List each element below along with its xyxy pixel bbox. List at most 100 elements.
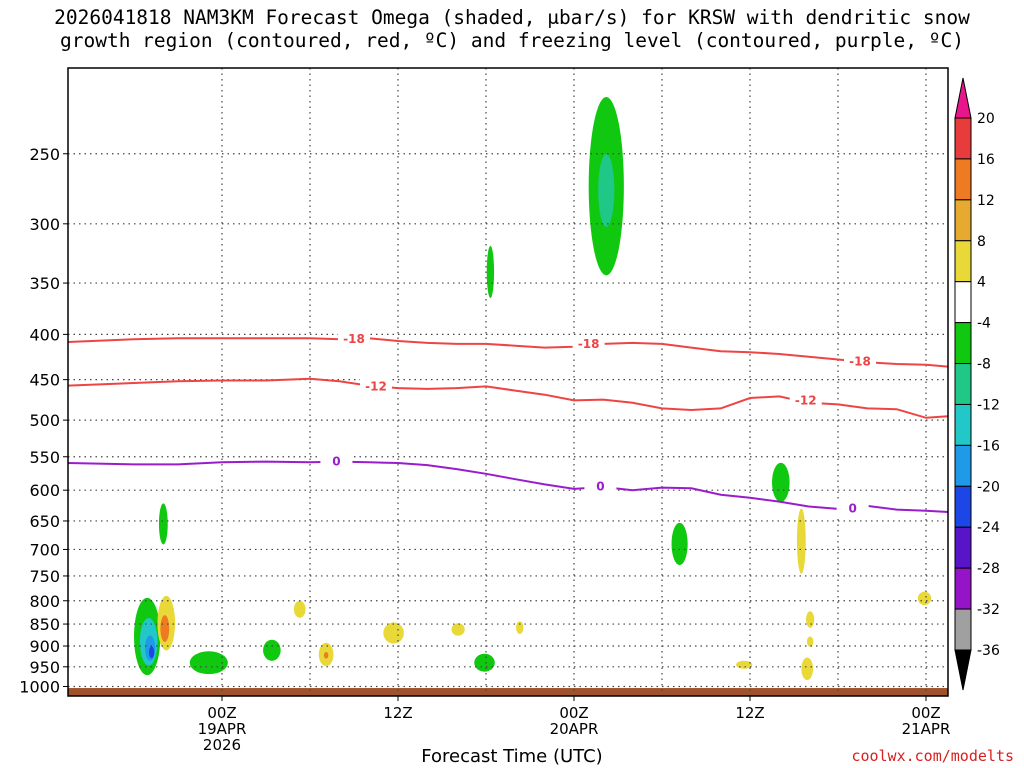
orange-low-early [160,615,170,642]
y-tick-label-850: 850 [29,615,60,634]
y-tick-label-950: 950 [29,658,60,677]
freezing-level-label-bg-1 [584,478,617,495]
colorbar-label-0: 20 [977,111,995,127]
green-cell-19z [671,522,688,566]
yellow-low-6 [383,622,404,644]
colorbar-swatch-10 [954,526,972,569]
t-minus-18-label-0: -18 [343,332,365,346]
x-tick-label-0-2: 2026 [203,736,241,754]
t-minus-12-label-bg-1 [789,392,822,409]
x-tick-label-36-0: 12Z [735,704,764,722]
y-tick-label-750: 750 [29,567,60,586]
t-minus-18-label-bg-0 [338,331,370,348]
y-tick-label-250: 250 [29,145,60,164]
colorbar-swatch-9 [954,485,972,528]
freezing-level-label-1: 0 [596,479,604,493]
yellow-low-11b [806,636,814,647]
colorbar-label-1: 16 [977,152,995,168]
freezing-level-line [67,460,949,513]
yellow-low-8 [516,621,524,634]
contour-layer: -18 -18 -18 -12 -12 0 0 0 [67,331,949,517]
colorbar-label-11: -28 [977,561,1000,577]
colorbar-label-13: -36 [977,643,1000,659]
t-minus-18-label-bg-1 [572,335,605,352]
credit-link[interactable]: coolwx.com/modelts [851,747,1014,765]
t-minus-12-line [67,377,949,419]
colorbar-label-8: -16 [977,438,1000,454]
terrain-layer [68,688,948,696]
yellow-low-4 [293,600,306,618]
yellow-low-11c [801,657,814,681]
colorbar-bottom-arrow [954,649,972,691]
freezing-level-label-bg-2 [836,500,869,517]
colorbar-swatch-4 [954,281,972,324]
terrain-band [68,688,948,696]
t-minus-18-label-1: -18 [578,337,600,351]
yellow-low-11a [806,611,815,628]
teal-upper-core [598,153,615,227]
y-tick-label-600: 600 [29,481,60,500]
y-tick-label-800: 800 [29,592,60,611]
colorbar-label-3: 8 [977,234,986,250]
colorbar-label-4: 4 [977,275,986,291]
omega-shading-layer [134,97,932,681]
t-minus-12-label-bg-0 [360,378,392,395]
colorbar-top-arrow [954,77,972,119]
navy-low-core [148,646,155,659]
freezing-level-label-bg-0 [320,453,353,470]
colorbar-swatch-3 [954,240,972,283]
colorbar-swatch-12 [954,608,972,651]
y-tick-label-550: 550 [29,448,60,467]
chart-title-line1: 2026041818 NAM3KM Forecast Omega (shaded… [54,6,970,29]
colorbar-label-9: -20 [977,479,1000,495]
colorbar: 20 16 12 8 4 -4 -8 -12 -16 -20 -24 -28 -32 -36 [954,77,1000,691]
colorbar-label-2: 12 [977,193,995,209]
y-tick-label-350: 350 [29,274,60,293]
green-cell-20z-mid [772,462,790,503]
x-axis-label: Forecast Time (UTC) [421,746,603,767]
green-cell-early [158,503,168,545]
yellow-low-7 [451,623,465,636]
colorbar-swatch-5 [954,322,972,365]
colorbar-swatch-11 [954,567,972,610]
x-tick-label-24-1: 20APR [550,720,599,738]
chart-title-line2: growth region (contoured, red, ºC) and f… [60,29,964,52]
y-tick-label-300: 300 [29,215,60,234]
colorbar-swatch-8 [954,444,972,487]
colorbar-label-12: -32 [977,602,1000,618]
colorbar-swatch-7 [954,403,972,446]
freezing-level-label-0: 0 [332,455,340,469]
x-tick-label-24-0: 00Z [559,704,588,722]
green-low-2 [189,651,228,675]
chart-title: 2026041818 NAM3KM Forecast Omega (shaded… [0,6,1024,52]
colorbar-swatch-6 [954,363,972,405]
y-axis: 250 300 350 400 450 500 550 600 650 700 750 800 850 9… [19,145,68,697]
green-low-9 [474,653,495,672]
y-tick-label-450: 450 [29,371,60,390]
x-tick-label-48-1: 21APR [902,720,951,738]
yellow-plume-21z [796,508,806,574]
freezing-level-label-2: 0 [848,501,856,515]
colorbar-label-5: -4 [977,316,991,332]
x-tick-label-12-0: 12Z [383,704,412,722]
plot-frame [67,67,949,697]
orange-low-5 [323,651,329,659]
colorbar-label-6: -8 [977,357,991,373]
yellow-low-12 [917,591,932,606]
x-tick-label-0-1: 19APR [198,720,247,738]
grid-layer [68,68,948,696]
t-minus-18-label-bg-2 [844,353,876,370]
colorbar-swatch-0 [954,117,972,160]
y-tick-label-650: 650 [29,512,60,531]
x-tick-label-0-0: 00Z [207,704,236,722]
y-tick-label-700: 700 [29,540,60,559]
colorbar-swatch-2 [954,199,972,242]
t-minus-18-label-2: -18 [849,354,871,368]
x-tick-label-48-0: 00Z [911,704,940,722]
green-low-3 [263,639,281,661]
colorbar-swatch-1 [954,158,972,201]
y-tick-label-900: 900 [29,637,60,656]
t-minus-18-line [67,337,949,368]
